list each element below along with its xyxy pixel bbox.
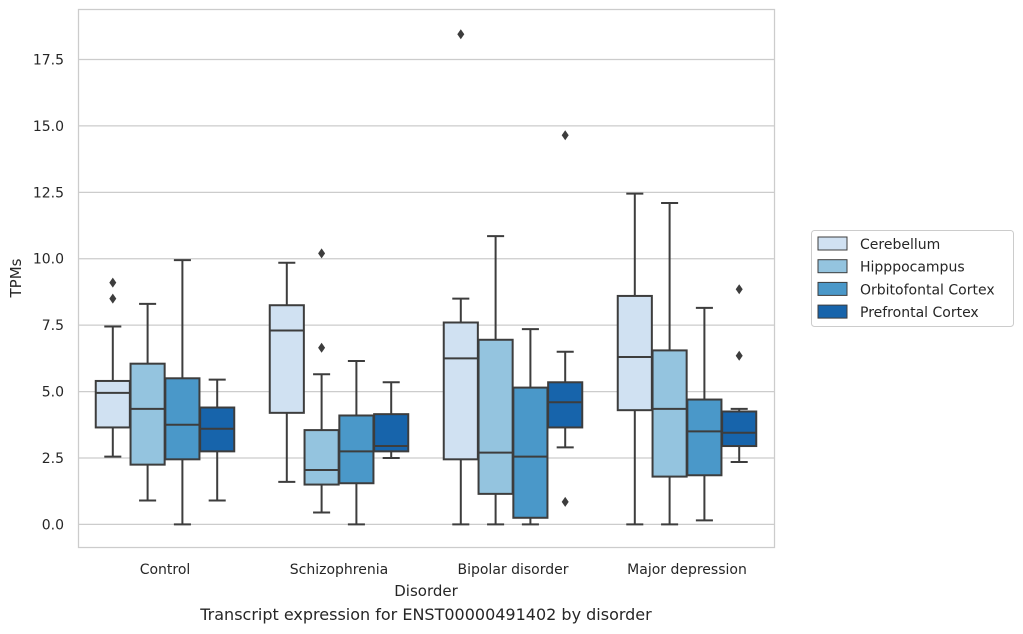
outlier-point bbox=[735, 350, 743, 361]
box-body bbox=[303, 429, 340, 486]
y-tick-label: 7.5 bbox=[42, 318, 64, 334]
y-tick-label: 17.5 bbox=[33, 52, 64, 68]
box-0-2 bbox=[442, 29, 479, 526]
y-tick-label: 5.0 bbox=[42, 385, 64, 401]
box-3-1 bbox=[373, 381, 410, 459]
box-body bbox=[477, 338, 514, 495]
box-body bbox=[268, 304, 305, 414]
y-tick-label: 10.0 bbox=[33, 252, 64, 268]
box-1-1 bbox=[303, 248, 340, 514]
box-0-1 bbox=[268, 261, 305, 483]
x-axis-label: Disorder bbox=[394, 582, 458, 600]
outlier-point bbox=[561, 130, 569, 141]
box-body bbox=[94, 379, 131, 429]
boxes bbox=[94, 29, 758, 526]
box-0-3 bbox=[616, 192, 653, 526]
box-3-3 bbox=[721, 284, 758, 463]
axes bbox=[77, 8, 776, 549]
legend-swatch bbox=[817, 281, 848, 296]
y-tick-label: 12.5 bbox=[33, 185, 64, 201]
x-tick-label: Bipolar disorder bbox=[457, 562, 568, 578]
outlier-point bbox=[318, 248, 326, 259]
y-tick-label: 0.0 bbox=[42, 517, 64, 533]
box-0-0 bbox=[94, 277, 131, 458]
x-tick-label: Major depression bbox=[627, 562, 747, 578]
y-tick-label: 2.5 bbox=[42, 451, 64, 467]
box-2-0 bbox=[164, 259, 201, 526]
legend-frame bbox=[811, 230, 1014, 327]
outlier-point bbox=[109, 293, 117, 304]
box-body bbox=[164, 377, 201, 461]
legend-label: Prefrontal Cortex bbox=[860, 305, 979, 321]
legend-label: Hipppocampus bbox=[860, 260, 965, 276]
box-2-1 bbox=[338, 360, 375, 526]
box-body bbox=[547, 381, 584, 429]
plot-frame bbox=[77, 8, 776, 549]
legend-swatch bbox=[817, 259, 848, 274]
box-body bbox=[651, 349, 688, 478]
outlier-point bbox=[318, 342, 326, 353]
box-body bbox=[512, 386, 549, 519]
legend-label: Orbitofontal Cortex bbox=[860, 282, 995, 298]
tick-labels: 0.0 2.5 5.0 7.5 10.0 12.5 15.0 17.5 Control Schiz… bbox=[33, 52, 747, 578]
box-body bbox=[129, 362, 166, 466]
outlier-point bbox=[561, 496, 569, 507]
box-body bbox=[442, 321, 479, 461]
box-body bbox=[686, 398, 723, 477]
legend-swatch bbox=[817, 236, 848, 251]
box-3-0 bbox=[199, 378, 236, 502]
legend-swatch bbox=[817, 304, 848, 319]
box-2-3 bbox=[686, 306, 723, 522]
outlier-point bbox=[735, 284, 743, 295]
box-1-3 bbox=[651, 201, 688, 526]
legend-label: Cerebellum bbox=[860, 237, 940, 253]
x-tick-label: Control bbox=[140, 562, 191, 578]
y-tick-label: 15.0 bbox=[33, 119, 64, 135]
box-body bbox=[616, 294, 653, 412]
chart-caption: Transcript expression for ENST0000049140… bbox=[200, 605, 652, 624]
x-tick-label: Schizophrenia bbox=[290, 562, 388, 578]
outlier-point bbox=[109, 277, 117, 288]
box-2-2 bbox=[512, 328, 549, 526]
y-axis-label: TPMs bbox=[7, 258, 25, 298]
box-body bbox=[721, 410, 758, 448]
box-1-0 bbox=[129, 302, 166, 502]
box-3-2 bbox=[547, 130, 584, 507]
legend: Cerebellum Hipppocampus Orbitofontal Corte… bbox=[811, 230, 1014, 327]
box-body bbox=[338, 414, 375, 485]
outlier-point bbox=[457, 29, 465, 40]
box-1-2 bbox=[477, 235, 514, 526]
